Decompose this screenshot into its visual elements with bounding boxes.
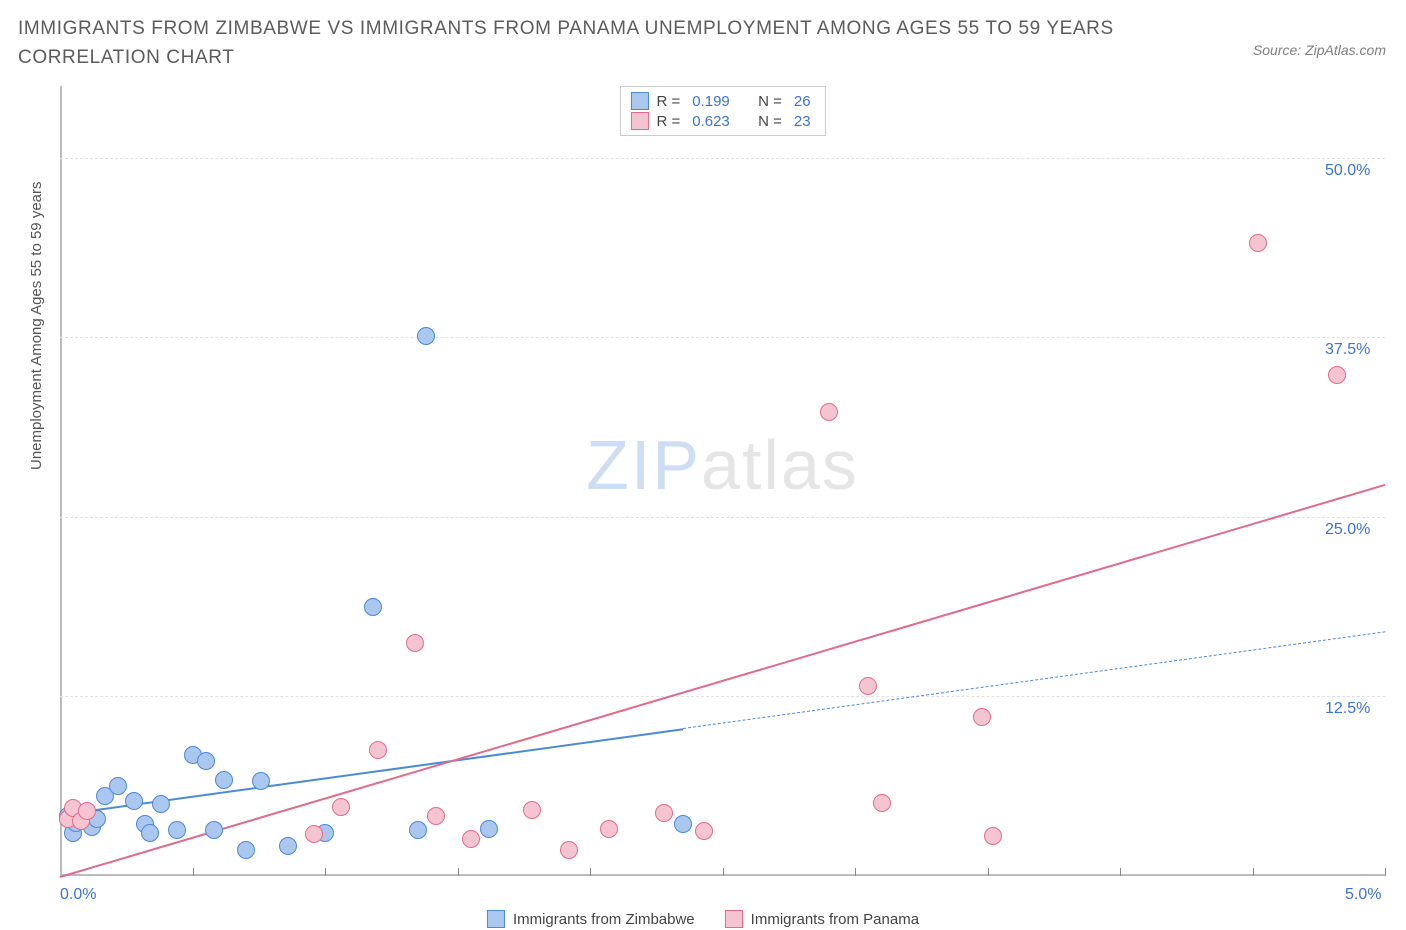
stats-legend-row: R = 0.623 N = 23 — [630, 111, 814, 131]
series-legend: Immigrants from Zimbabwe Immigrants from … — [487, 910, 919, 928]
x-tick-mark — [1120, 868, 1121, 876]
trend-line — [60, 484, 1386, 878]
x-tick-mark — [193, 868, 194, 876]
data-point — [674, 815, 692, 833]
data-point — [462, 830, 480, 848]
data-point — [1328, 366, 1346, 384]
stats-legend-row: R = 0.199 N = 26 — [630, 91, 814, 111]
data-point — [215, 771, 233, 789]
legend-swatch — [630, 92, 648, 110]
data-point — [655, 804, 673, 822]
legend-item: Immigrants from Zimbabwe — [487, 910, 695, 928]
data-point — [859, 677, 877, 695]
source-label: Source: ZipAtlas.com — [1253, 42, 1386, 58]
data-point — [332, 798, 350, 816]
data-point — [820, 403, 838, 421]
x-tick-mark — [458, 868, 459, 876]
stats-legend: R = 0.199 N = 26R = 0.623 N = 23 — [619, 86, 825, 136]
data-point — [600, 820, 618, 838]
y-tick-label: 25.0% — [1325, 521, 1370, 539]
trend-line — [683, 632, 1385, 730]
data-point — [197, 752, 215, 770]
data-point — [237, 841, 255, 859]
gridline — [60, 337, 1385, 338]
x-tick-mark — [855, 868, 856, 876]
data-point — [480, 820, 498, 838]
data-point — [427, 807, 445, 825]
data-point — [695, 822, 713, 840]
data-point — [125, 792, 143, 810]
data-point — [109, 777, 127, 795]
x-tick-mark — [1253, 868, 1254, 876]
y-axis-label: Unemployment Among Ages 55 to 59 years — [28, 181, 45, 470]
gridline — [60, 517, 1385, 518]
data-point — [523, 801, 541, 819]
data-point — [873, 794, 891, 812]
x-tick-mark — [590, 868, 591, 876]
data-point — [364, 598, 382, 616]
data-point — [168, 821, 186, 839]
chart-container: IMMIGRANTS FROM ZIMBABWE VS IMMIGRANTS F… — [0, 0, 1406, 930]
data-point — [417, 327, 435, 345]
data-point — [369, 741, 387, 759]
gridline — [60, 158, 1385, 159]
data-point — [78, 802, 96, 820]
data-point — [152, 795, 170, 813]
data-point — [409, 821, 427, 839]
x-tick-mark — [988, 868, 989, 876]
legend-label: Immigrants from Zimbabwe — [513, 911, 695, 928]
data-point — [406, 634, 424, 652]
stat-r-label: R = — [656, 93, 680, 110]
data-point — [984, 827, 1002, 845]
watermark-zip: ZIP — [586, 426, 701, 504]
stat-n-value: 23 — [794, 113, 811, 130]
legend-swatch — [487, 910, 505, 928]
watermark-atlas: atlas — [701, 426, 859, 504]
stat-n-label: N = — [758, 93, 782, 110]
y-tick-label: 50.0% — [1325, 162, 1370, 180]
x-axis-label: 5.0% — [1345, 886, 1381, 904]
watermark: ZIPatlas — [586, 425, 859, 505]
plot-area: ZIPatlas R = 0.199 N = 26R = 0.623 N = 2… — [60, 86, 1385, 876]
stat-n-value: 26 — [794, 93, 811, 110]
legend-swatch — [630, 112, 648, 130]
stat-r-value: 0.623 — [692, 113, 730, 130]
x-tick-mark — [723, 868, 724, 876]
data-point — [205, 821, 223, 839]
data-point — [973, 708, 991, 726]
x-axis-label: 0.0% — [60, 886, 96, 904]
legend-label: Immigrants from Panama — [751, 911, 919, 928]
data-point — [252, 772, 270, 790]
y-tick-label: 37.5% — [1325, 341, 1370, 359]
chart-title: IMMIGRANTS FROM ZIMBABWE VS IMMIGRANTS F… — [18, 14, 1138, 73]
data-point — [305, 825, 323, 843]
x-tick-mark — [325, 868, 326, 876]
data-point — [279, 837, 297, 855]
x-tick-mark — [1385, 868, 1386, 876]
legend-swatch — [725, 910, 743, 928]
legend-item: Immigrants from Panama — [725, 910, 919, 928]
stat-r-label: R = — [656, 113, 680, 130]
stat-r-value: 0.199 — [692, 93, 730, 110]
data-point — [560, 841, 578, 859]
y-axis-line — [60, 86, 62, 876]
gridline — [60, 696, 1385, 697]
data-point — [141, 824, 159, 842]
y-tick-label: 12.5% — [1325, 700, 1370, 718]
data-point — [1249, 234, 1267, 252]
stat-n-label: N = — [758, 113, 782, 130]
